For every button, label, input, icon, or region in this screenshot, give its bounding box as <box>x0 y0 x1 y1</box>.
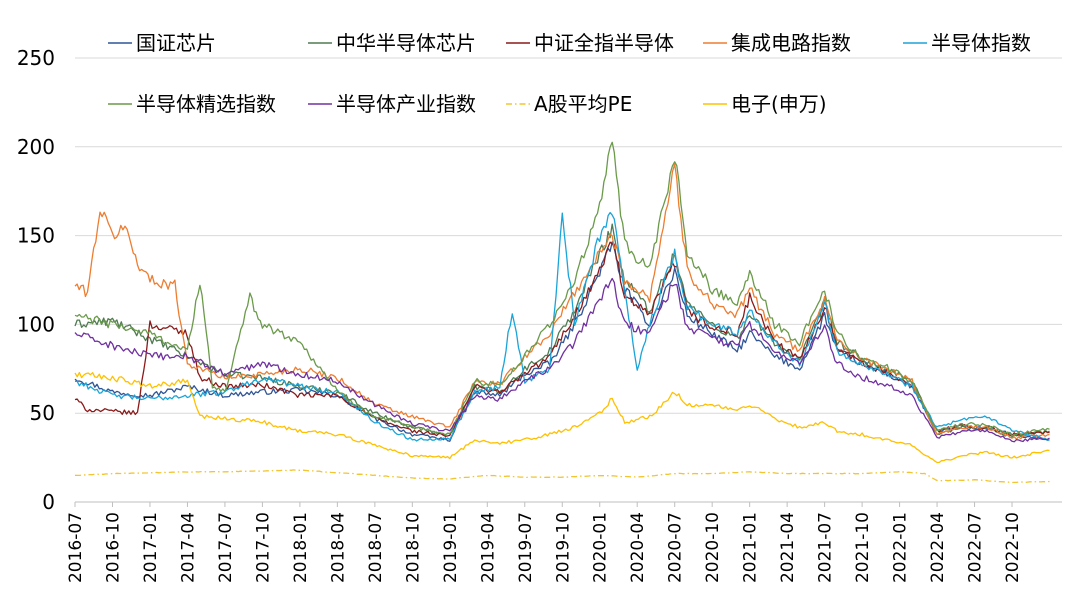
legend-item: 半导体指数 <box>903 31 1031 55</box>
legend-label: 电子(申万) <box>731 92 827 116</box>
legend-label: 中证全指半导体 <box>534 31 674 55</box>
x-tick-label: 2021-10 <box>853 512 873 583</box>
legend-label: 半导体精选指数 <box>136 92 276 116</box>
y-tick-label: 50 <box>30 401 55 425</box>
series-line <box>74 163 1050 440</box>
y-tick-label: 200 <box>17 135 55 159</box>
series-line <box>74 469 1050 484</box>
x-tick-label: 2021-01 <box>741 512 761 583</box>
x-tick-label: 2017-07 <box>216 512 236 583</box>
x-tick-label: 2019-01 <box>441 512 461 583</box>
axes: 0 50 100 150 200 250 2016-07 2016-10 2017-01 2017… <box>17 46 1062 583</box>
series-line <box>74 277 1050 443</box>
x-tick-label: 2017-01 <box>141 512 161 583</box>
x-tick-label: 2016-07 <box>66 512 86 583</box>
series-line <box>75 211 1050 442</box>
legend-item: 半导体产业指数 <box>308 92 476 116</box>
x-tick-label: 2017-04 <box>178 512 198 583</box>
legend-item: 国证芯片 <box>108 31 216 55</box>
x-tick-label: 2018-01 <box>291 512 311 583</box>
x-tick-label: 2022-10 <box>1003 512 1023 583</box>
x-tick-label: 2020-01 <box>591 512 611 583</box>
grid-lines <box>75 57 1062 414</box>
legend-label: 半导体指数 <box>931 31 1031 55</box>
x-tick-label: 2020-04 <box>628 512 648 583</box>
x-tick-label: 2018-07 <box>366 512 386 583</box>
x-tick-label: 2016-10 <box>103 512 123 583</box>
legend-item: 中华半导体芯片 <box>308 31 476 55</box>
x-tick-label: 2022-07 <box>966 512 986 583</box>
y-tick-label: 150 <box>17 224 55 248</box>
legend-label: A股平均PE <box>534 92 632 116</box>
x-tick-label: 2019-04 <box>478 512 498 583</box>
legend-item: A股平均PE <box>506 92 632 116</box>
series-line <box>74 241 1050 437</box>
x-tick-label: 2020-10 <box>703 512 723 583</box>
x-tick-label: 2019-10 <box>553 512 573 583</box>
series-lines <box>74 141 1050 484</box>
y-tick-label: 0 <box>42 490 55 514</box>
y-tick-label: 250 <box>17 46 55 70</box>
legend-item: 半导体精选指数 <box>108 92 276 116</box>
legend-item: 中证全指半导体 <box>506 31 674 55</box>
x-tick-label: 2021-07 <box>816 512 836 583</box>
x-tick-label: 2020-07 <box>666 512 686 583</box>
series-line <box>74 371 1050 464</box>
series-line <box>74 141 1050 437</box>
series-line <box>74 241 1050 442</box>
series-line <box>74 223 1050 438</box>
x-tick-label: 2019-07 <box>516 512 536 583</box>
legend-label: 国证芯片 <box>136 31 216 55</box>
legend-label: 中华半导体芯片 <box>336 31 476 55</box>
x-tick-label: 2018-04 <box>328 512 348 583</box>
legend-label: 半导体产业指数 <box>336 92 476 116</box>
x-tick-label: 2022-01 <box>891 512 911 583</box>
legend-label: 集成电路指数 <box>731 31 851 55</box>
legend-item: 集成电路指数 <box>703 31 851 55</box>
x-tick-label: 2017-10 <box>253 512 273 583</box>
x-tick-label: 2018-10 <box>403 512 423 583</box>
legend-item: 电子(申万) <box>703 92 827 116</box>
x-tick-label: 2022-04 <box>928 512 948 583</box>
y-tick-label: 100 <box>17 312 55 336</box>
x-tick-label: 2021-04 <box>778 512 798 583</box>
